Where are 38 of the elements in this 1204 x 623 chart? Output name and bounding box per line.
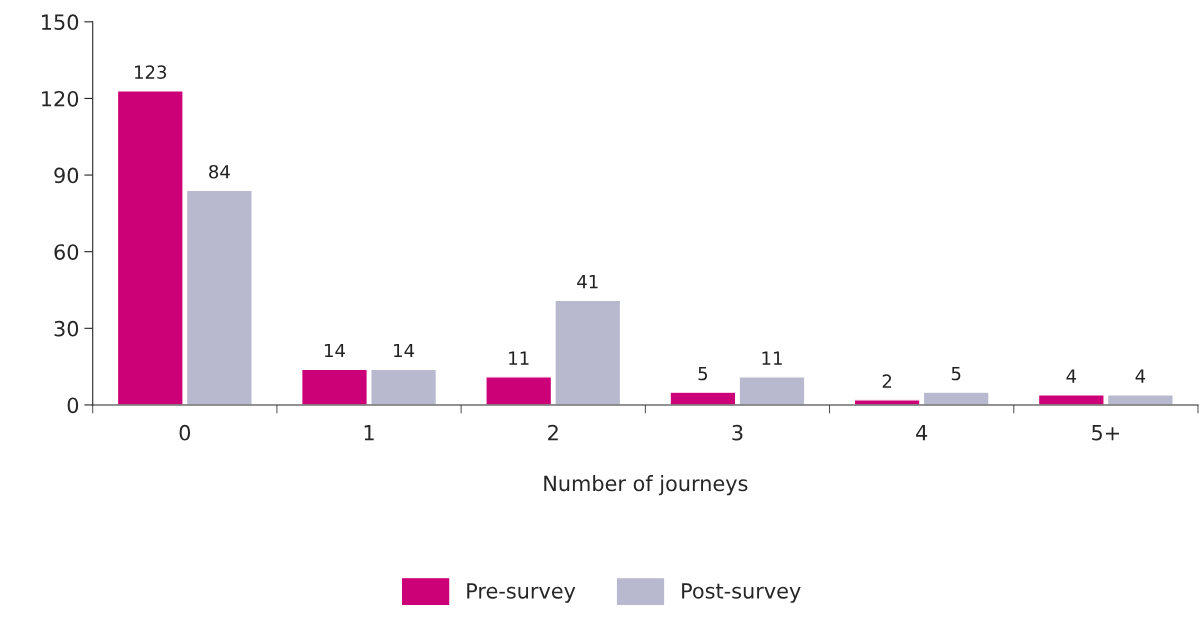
bar [1037, 394, 1105, 405]
bar [370, 368, 438, 405]
bar [300, 368, 368, 405]
bar [485, 376, 553, 405]
x-tick-label: 3 [732, 424, 743, 441]
data-label: 41 [577, 274, 598, 289]
legend-label: Pre-survey [467, 583, 576, 603]
bar [738, 376, 806, 405]
x-axis-title: Number of journeys [544, 475, 748, 496]
y-tick-label: 60 [54, 244, 79, 260]
bar [554, 299, 622, 405]
y-tick-label: 150 [42, 14, 79, 31]
data-label: 5 [951, 366, 961, 381]
x-tick-label: 5+ [1092, 425, 1120, 441]
x-tick-label: 2 [548, 424, 558, 441]
data-label: 5 [698, 366, 708, 381]
y-tick-label: 120 [42, 90, 79, 107]
bar [922, 391, 990, 405]
legend-label: Post-survey [682, 583, 801, 603]
data-label: 84 [209, 164, 230, 179]
x-tick-label: 1 [364, 425, 374, 441]
data-label: 11 [509, 351, 529, 365]
bar [1106, 394, 1174, 405]
y-tick-label: 0 [67, 397, 79, 414]
data-label: 14 [394, 343, 415, 358]
data-label: 2 [882, 374, 892, 388]
data-label: 4 [1066, 369, 1077, 383]
bar [185, 189, 253, 405]
data-label: 123 [135, 65, 167, 79]
x-tick-label: 4 [916, 425, 928, 441]
bar [116, 90, 184, 405]
data-label: 11 [762, 351, 782, 365]
y-tick-label: 90 [54, 167, 79, 184]
data-label: 4 [1135, 369, 1146, 383]
bar [669, 391, 737, 405]
data-label: 14 [324, 343, 345, 358]
y-tick-label: 30 [54, 320, 79, 337]
x-tick-label: 0 [179, 424, 191, 441]
